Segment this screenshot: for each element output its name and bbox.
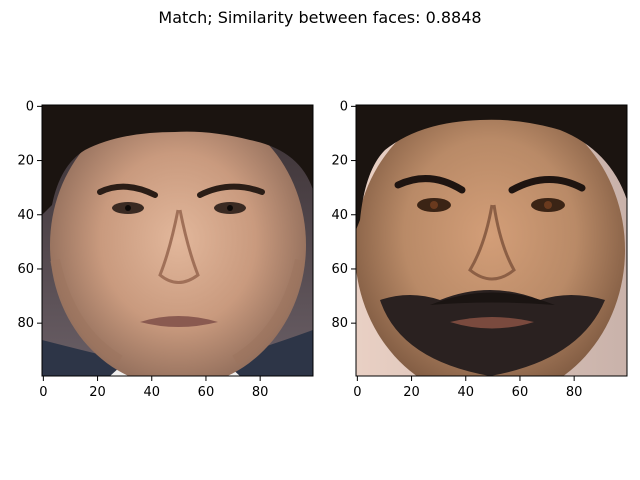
- axes-frame-left: [41, 104, 314, 377]
- panel-right: 0 20 40 60 80 0 20 40 60 80: [331, 99, 628, 400]
- y-tick-label-right-2: 40: [331, 208, 348, 223]
- x-tick-label-right-0: 0: [353, 385, 361, 400]
- x-tick-label-right-4: 80: [566, 385, 583, 400]
- x-tick-label-right-3: 60: [512, 385, 529, 400]
- figure-title: Match; Similarity between faces: 0.8848: [158, 8, 482, 27]
- axes-frame-right: [355, 104, 628, 377]
- x-tick-label-left-0: 0: [39, 385, 47, 400]
- face-photo-left: [42, 105, 313, 376]
- x-tick-label-left-4: 80: [252, 385, 269, 400]
- y-tick-label-right-1: 20: [331, 154, 348, 169]
- x-tick-label-left-3: 60: [198, 385, 215, 400]
- y-tick-label-left-1: 20: [17, 154, 34, 169]
- face-photo-right: [356, 105, 627, 376]
- x-tick-label-left-1: 20: [89, 385, 106, 400]
- x-tick-label-left-2: 40: [143, 385, 160, 400]
- y-tick-label-left-0: 0: [26, 99, 34, 114]
- y-tick-label-right-0: 0: [340, 99, 348, 114]
- y-tick-label-right-4: 80: [331, 316, 348, 331]
- y-tick-label-left-3: 60: [17, 262, 34, 277]
- y-tick-label-left-4: 80: [17, 316, 34, 331]
- panel-left: 0 20 40 60 80 0 20 40 60 80: [17, 99, 314, 400]
- y-tick-label-right-3: 60: [331, 262, 348, 277]
- y-tick-label-left-2: 40: [17, 208, 34, 223]
- x-tick-label-right-2: 40: [457, 385, 474, 400]
- x-tick-label-right-1: 20: [403, 385, 420, 400]
